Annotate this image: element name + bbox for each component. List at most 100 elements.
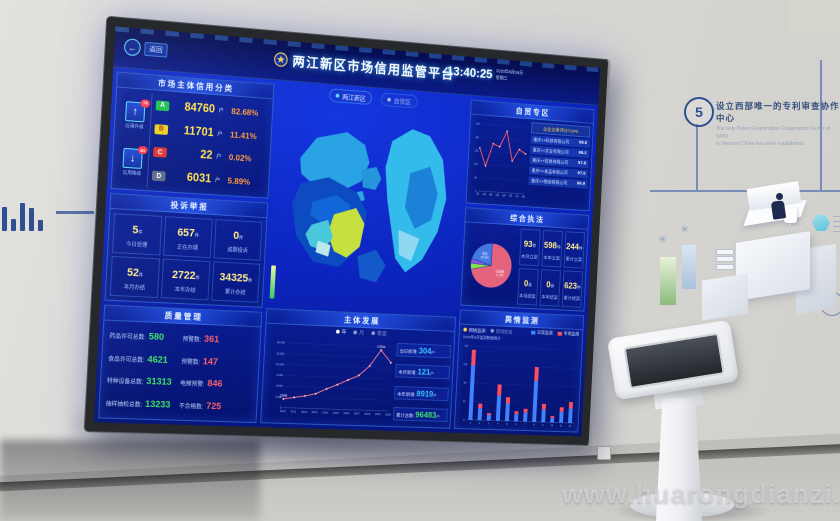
tab-active-dot [336,94,340,98]
iso-chair [784,207,797,223]
display-bezel: ← 返回 两江新区市场信用监管平台 13:40:25 2020年8月19日 [84,16,611,446]
growth-stat-total: 累计总数: 96483 户 [393,407,448,422]
legend-daily-monitoring: 日常监测 [531,330,553,337]
svg-text:0: 0 [463,418,465,422]
kiosk-touchscreen[interactable] [623,333,724,390]
toggle-online-monitoring[interactable]: 网络监测 [463,326,485,334]
credit-row-b: B 11701 户 11.41% [154,123,267,143]
quality-grid: 药品许可总数: 580 预警数: 361 食品许可总数: 4621 预警数: 147 特… [99,321,260,423]
enforcement-pie-chart: 已结案71.5% 在办20.8% [465,236,518,293]
credit-upgrade-label: 信用升级 [125,122,145,130]
credit-body: ↑ 78 信用升级 ↓ 63 信 [112,87,273,197]
panel-enforcement: 综合执法 已结案 71.5% 在办 20.8% 93件 本月立案 598件 本年立案 24… [460,207,589,311]
credit-unit: 户 [215,176,221,184]
svg-text:4月: 4月 [495,193,499,197]
complaint-stat: 52件 本月办结 [110,256,160,298]
toggle-month[interactable]: 月 [354,329,365,337]
tab-liangjiang[interactable]: 两江新区 [329,88,372,105]
svg-text:7月: 7月 [515,194,519,198]
svg-text:2408: 2408 [280,394,287,398]
svg-text:7: 7 [524,422,526,426]
panel-entity-growth: 主体发展 年 月 季度 0 3,000 6,000 9,000 12,000 15,000… [260,308,456,429]
enforcement-stat: 244件 累计立案 [564,231,585,268]
credit-percent: 0.02% [229,152,252,163]
radio-dot [463,328,467,332]
free-trade-trend-chart: 0 50 100 150 200 250 1月 2月 3月 4月 5月 6月 7月 8月 [469,118,529,203]
soundwave-bar [38,220,43,231]
toggle-onsite-inspection[interactable]: 现场检查 [490,327,512,335]
enforcement-body: 已结案 71.5% 在办 20.8% 93件 本月立案 598件 本年立案 244件 累计立… [461,222,587,310]
toggle-quarter[interactable]: 季度 [371,329,387,337]
district-map[interactable] [266,102,466,313]
grade-chip-a: A [156,100,170,111]
page-title: 两江新区市场信用监管平台 [292,50,455,83]
credit-downgrade-icon: ↓ 63 [122,148,142,169]
credit-row-d: D 6031 户 5.89% [152,170,265,189]
svg-text:2019: 2019 [375,412,381,416]
growth-stat: 本年新增: 8919 户 [394,386,449,401]
ranking-row[interactable]: 重庆××物流有限公司 96.9 [528,176,587,188]
svg-text:71.5%: 71.5% [495,273,503,277]
milestone-number-badge: 5 [684,97,714,127]
soundwave-bar [11,219,16,231]
iso-person [771,200,786,220]
svg-text:2010: 2010 [280,409,287,413]
svg-text:3: 3 [488,421,490,425]
iso-document-stack [716,247,734,267]
wall-pale-panel [788,0,840,34]
wall-outlet [597,446,611,460]
milestone-en-line1: The only Patent Examination Cooperation … [716,126,831,140]
milestone-title-zh: 设立西部唯一的专利审查协作中心 [716,100,840,124]
milestone-text-block: 设立西部唯一的专利审查协作中心 The only Patent Examinat… [716,100,840,149]
svg-text:10: 10 [551,423,554,427]
svg-text:12: 12 [569,424,572,428]
svg-text:80: 80 [464,381,467,385]
svg-text:6月: 6月 [509,194,513,198]
tab-free-trade-zone[interactable]: 自贸区 [381,92,418,108]
credit-count: 22 [170,147,212,162]
grade-chip-c: C [153,147,167,158]
iso-asterisk-icon: ✳ [658,233,667,246]
complaint-stat: 2722件 本年办结 [161,259,211,301]
credit-upgrade-badge: 78 [140,99,150,108]
quality-stat: 预警数: 361 [182,329,255,351]
svg-text:2012: 2012 [301,410,308,414]
milestone-number: 5 [695,104,703,120]
svg-text:15,000: 15,000 [276,351,285,355]
panel-credit-classification: 市场主体信用分类 ↑ 78 信用升级 [111,71,275,198]
panel-monitoring: 舆情监测 网络监测 现场检查 日常监测 专项监测 2020年8月监测数据统计 0… [454,309,584,432]
soundwave-bar [29,208,34,231]
svg-text:250: 250 [476,122,480,126]
complaint-stat: 5件 今日受理 [112,213,162,255]
svg-text:17034: 17034 [377,345,386,349]
complaint-stat: 657件 正在办理 [163,216,213,258]
wall-timeline-left [56,211,94,214]
growth-body: 0 3,000 6,000 9,000 12,000 15,000 18,000 2010 20… [261,333,454,427]
svg-text:2011: 2011 [290,409,296,413]
milestone-title-en: The only Patent Examination Cooperation … [716,126,840,149]
credit-percent: 82.68% [231,106,259,118]
enforcement-stat: 623件 累计结案 [562,270,583,307]
svg-text:1: 1 [469,421,471,425]
free-trade-body: 0 50 100 150 200 250 1月 2月 3月 4月 5月 6月 7月 8月 企业信用评分TO… [466,115,593,211]
svg-text:2017: 2017 [354,411,360,415]
quality-stat: 特种设备总数: 31313 [106,371,180,393]
grade-chip-b: B [154,124,168,135]
svg-text:5: 5 [506,422,508,426]
svg-text:8月: 8月 [522,195,526,199]
enforcement-stat: 598件 本年立案 [541,230,563,268]
svg-text:5月: 5月 [502,194,506,198]
quality-stat: 药品许可总数: 580 [109,326,183,348]
svg-text:160: 160 [464,344,468,348]
credit-downgrade-label: 信用降级 [122,169,142,177]
credit-rows: A 84760 户 82.68% B 11701 户 [151,93,268,194]
credit-badges: ↑ 78 信用升级 ↓ 63 信 [116,91,153,187]
tab-label: 自贸区 [394,95,412,106]
radio-dot [491,329,495,333]
kiosk-terminal [607,320,739,401]
complaint-stat: 34325件 累计办结 [211,261,260,302]
svg-text:40: 40 [463,399,466,403]
svg-text:2018: 2018 [364,412,370,416]
radio-dot [371,331,375,335]
toggle-year[interactable]: 年 [336,328,347,336]
